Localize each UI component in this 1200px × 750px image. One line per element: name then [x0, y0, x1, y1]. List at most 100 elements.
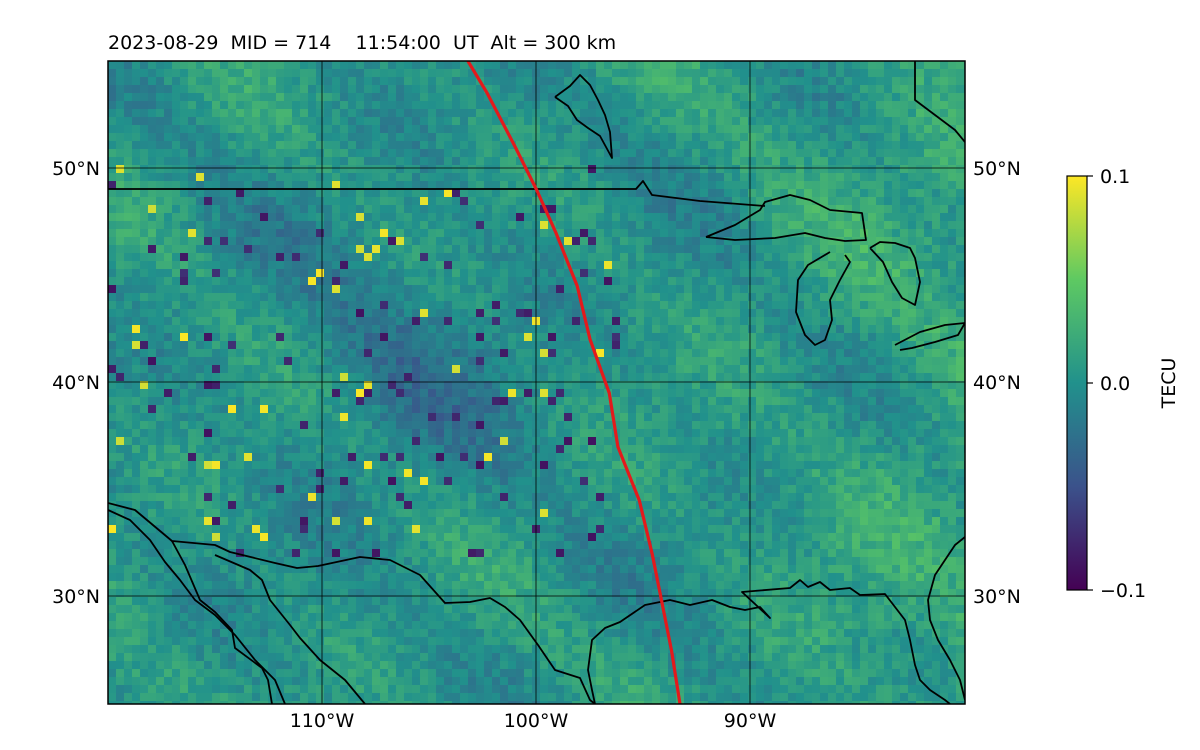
- tec-pixel: [868, 125, 876, 133]
- tec-pixel: [932, 333, 940, 341]
- tec-pixel: [788, 301, 796, 309]
- tec-pixel: [356, 141, 364, 149]
- map-title: 2023-08-29 MID = 714 11:54:00 UT Alt = 3…: [108, 32, 616, 54]
- tec-pixel: [108, 389, 116, 397]
- tec-pixel: [636, 277, 644, 285]
- tec-pixel: [556, 181, 564, 189]
- tec-pixel: [300, 69, 308, 77]
- tec-pixel: [708, 93, 716, 101]
- tec-pixel: [548, 413, 556, 421]
- tec-pixel: [476, 317, 484, 325]
- tec-pixel: [772, 213, 780, 221]
- tec-pixel: [796, 61, 804, 69]
- tec-pixel: [924, 77, 932, 85]
- tec-pixel: [380, 141, 388, 149]
- tec-pixel: [348, 173, 356, 181]
- tec-pixel: [508, 389, 516, 397]
- tec-pixel: [340, 285, 348, 293]
- tec-pixel: [484, 293, 492, 301]
- tec-pixel: [700, 421, 708, 429]
- tec-pixel: [668, 277, 676, 285]
- tec-pixel: [900, 389, 908, 397]
- tec-pixel: [252, 269, 260, 277]
- tec-pixel: [852, 213, 860, 221]
- tec-pixel: [460, 413, 468, 421]
- tec-pixel: [236, 261, 244, 269]
- tec-pixel: [828, 397, 836, 405]
- tec-pixel: [572, 405, 580, 413]
- tec-pixel: [284, 333, 292, 341]
- tec-pixel: [172, 189, 180, 197]
- tec-pixel: [764, 229, 772, 237]
- tec-pixel: [844, 317, 852, 325]
- tec-pixel: [932, 149, 940, 157]
- tec-pixel: [452, 117, 460, 125]
- tec-pixel: [884, 293, 892, 301]
- tec-pixel: [340, 165, 348, 173]
- tec-pixel: [276, 173, 284, 181]
- tec-pixel: [796, 109, 804, 117]
- tec-pixel: [228, 165, 236, 173]
- tec-pixel: [236, 317, 244, 325]
- tec-pixel: [756, 69, 764, 77]
- tec-pixel: [132, 405, 140, 413]
- tec-pixel: [572, 221, 580, 229]
- tec-pixel: [108, 373, 116, 381]
- tec-pixel: [172, 341, 180, 349]
- tec-pixel: [572, 309, 580, 317]
- tec-pixel: [396, 101, 404, 109]
- tec-pixel: [172, 157, 180, 165]
- tec-pixel: [708, 149, 716, 157]
- tec-pixel: [820, 117, 828, 125]
- tec-pixel: [876, 197, 884, 205]
- tec-pixel: [212, 165, 220, 173]
- tec-pixel: [228, 109, 236, 117]
- tec-pixel: [740, 173, 748, 181]
- tec-pixel: [268, 117, 276, 125]
- tec-pixel: [260, 61, 268, 69]
- tec-pixel: [188, 381, 196, 389]
- tec-pixel: [716, 293, 724, 301]
- tec-pixel: [932, 309, 940, 317]
- tec-pixel: [620, 109, 628, 117]
- tec-pixel: [292, 165, 300, 173]
- tec-pixel: [548, 349, 556, 357]
- tec-pixel: [940, 245, 948, 253]
- tec-pixel: [404, 61, 412, 69]
- tec-pixel: [788, 389, 796, 397]
- tec-pixel: [316, 69, 324, 77]
- tec-pixel: [772, 197, 780, 205]
- tec-pixel: [556, 213, 564, 221]
- tec-pixel: [500, 125, 508, 133]
- tec-pixel: [260, 373, 268, 381]
- tec-pixel: [372, 413, 380, 421]
- tec-pixel: [516, 373, 524, 381]
- tec-pixel: [148, 245, 156, 253]
- tec-pixel: [156, 309, 164, 317]
- tec-pixel: [732, 269, 740, 277]
- tec-pixel: [204, 61, 212, 69]
- tec-pixel: [764, 357, 772, 365]
- tec-pixel: [956, 301, 964, 309]
- tec-pixel: [668, 77, 676, 85]
- tec-pixel: [476, 221, 484, 229]
- tec-pixel: [812, 237, 820, 245]
- tec-pixel: [564, 269, 572, 277]
- tec-pixel: [740, 293, 748, 301]
- tec-pixel: [892, 101, 900, 109]
- tec-pixel: [364, 253, 372, 261]
- tec-pixel: [612, 85, 620, 93]
- tec-pixel: [476, 229, 484, 237]
- tec-pixel: [692, 269, 700, 277]
- tec-pixel: [212, 69, 220, 77]
- tec-pixel: [652, 365, 660, 373]
- tec-pixel: [764, 365, 772, 373]
- tec-pixel: [484, 341, 492, 349]
- tec-pixel: [196, 149, 204, 157]
- tec-pixel: [740, 309, 748, 317]
- tec-pixel: [180, 157, 188, 165]
- tec-pixel: [404, 77, 412, 85]
- tec-pixel: [812, 389, 820, 397]
- tec-pixel: [228, 69, 236, 77]
- tec-pixel: [284, 317, 292, 325]
